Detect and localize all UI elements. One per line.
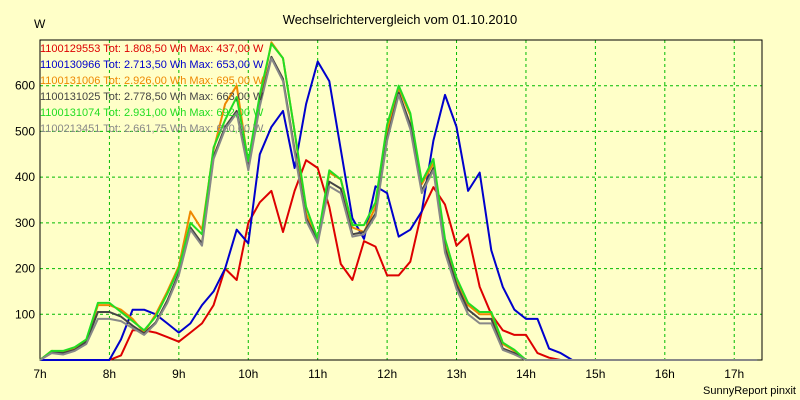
- legend-entry-1100129553: 1100129553 Tot: 1.808,50 Wh Max: 437,00 …: [40, 43, 264, 55]
- legend-entry-1100130966: 1100130966 Tot: 2.713,50 Wh Max: 653,00 …: [40, 59, 264, 71]
- grid: [40, 40, 762, 360]
- y-tick-label: 100: [15, 307, 35, 321]
- legend-entry-1100131025: 1100131025 Tot: 2.778,50 Wh Max: 663,00 …: [40, 91, 264, 103]
- credit-text: SunnyReport pinxit: [703, 385, 796, 397]
- series-line-1100213451: [39, 57, 758, 361]
- x-tick-label: 17h: [724, 367, 744, 381]
- x-tick-label: 15h: [585, 367, 605, 381]
- x-tick-label: 7h: [33, 367, 46, 381]
- legend-entry-1100131006: 1100131006 Tot: 2.926,00 Wh Max: 695,00 …: [40, 75, 264, 87]
- y-tick-label: 300: [15, 216, 35, 230]
- x-tick-label: 16h: [655, 367, 675, 381]
- legend-entry-1100131074: 1100131074 Tot: 2.931,00 Wh Max: 692,00 …: [40, 107, 264, 119]
- series-lines: [39, 41, 758, 361]
- legend: 1100129553 Tot: 1.808,50 Wh Max: 437,00 …: [40, 43, 264, 135]
- y-axis-ticks: 100 200 300 400 500 600: [15, 79, 35, 322]
- y-tick-label: 400: [15, 170, 35, 184]
- y-axis-label: W: [34, 17, 46, 31]
- y-tick-label: 600: [15, 79, 35, 93]
- x-tick-label: 13h: [447, 367, 467, 381]
- x-tick-label: 11h: [308, 367, 327, 381]
- x-axis-ticks: 7h 8h 9h 10h 11h 12h 13h 14h 15h 16h 17h: [33, 367, 744, 381]
- x-tick-label: 9h: [172, 367, 185, 381]
- y-tick-label: 500: [15, 124, 35, 138]
- chart-title: Wechselrichtervergleich vom 01.10.2010: [283, 12, 518, 27]
- plot-area: [39, 39, 763, 361]
- series-line-1100131006: [39, 41, 758, 361]
- x-tick-label: 12h: [377, 367, 397, 381]
- x-tick-label: 8h: [103, 367, 116, 381]
- legend-entry-1100213451: 1100213451 Tot: 2.661,75 Wh Max: 660,00 …: [40, 123, 264, 135]
- x-tick-label: 14h: [516, 367, 536, 381]
- y-tick-label: 200: [15, 262, 35, 276]
- x-tick-label: 10h: [238, 367, 258, 381]
